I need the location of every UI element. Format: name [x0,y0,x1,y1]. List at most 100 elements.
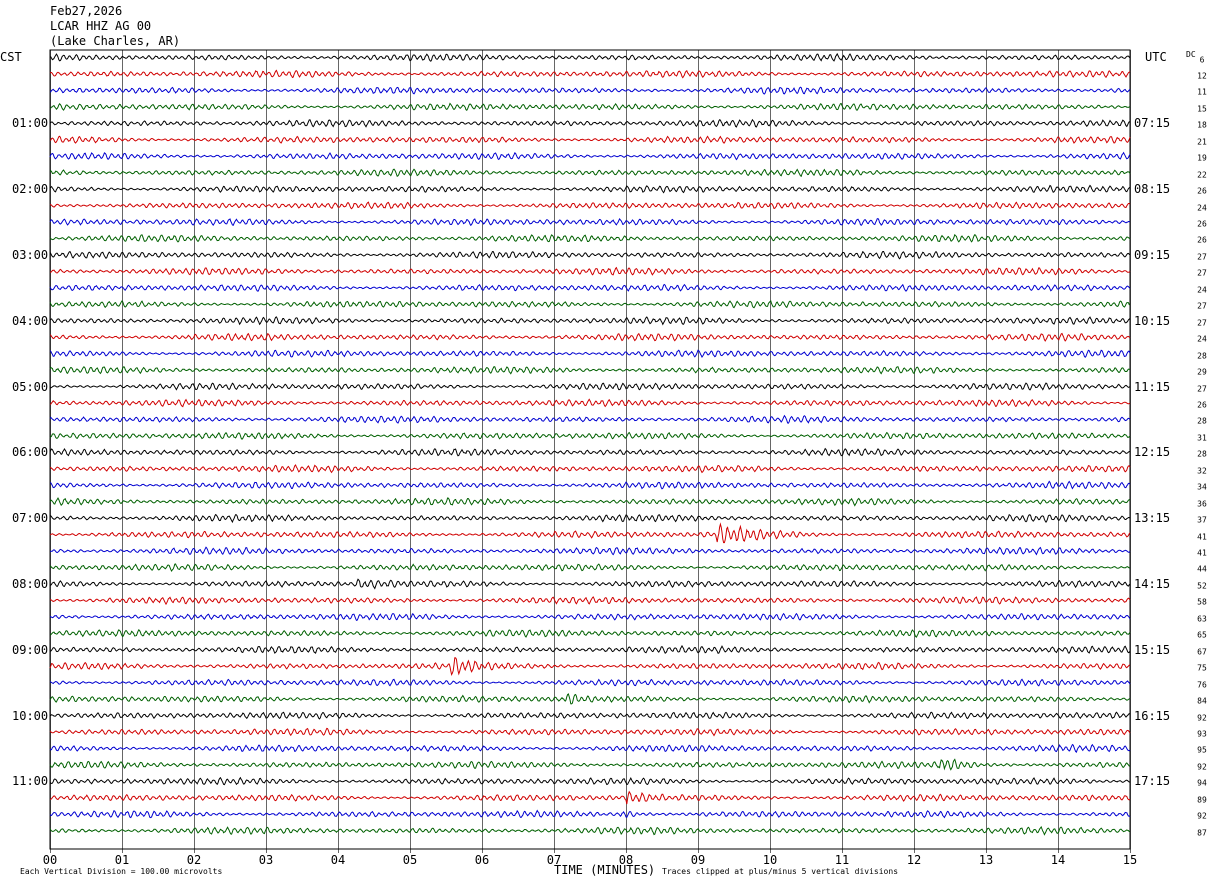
seismic-trace [49,283,1131,292]
seismic-trace [49,743,1131,753]
date-label: Feb27,2026 [50,4,123,18]
seismic-trace [49,578,1131,590]
cst-hour-label: 06:00 [12,445,49,460]
dc-column-title: DC [1186,50,1196,59]
x-tick-label: 04 [330,853,346,867]
seismic-trace [49,201,1131,210]
x-tick-label: 05 [402,853,418,867]
x-tick-label: 15 [1122,853,1138,867]
seismic-trace [49,135,1131,144]
seismic-trace [49,102,1131,112]
dc-value: 21 [1197,137,1207,147]
seismic-trace [49,758,1131,771]
dc-value: 28 [1197,449,1207,459]
utc-hour-label: 16:15 [1134,708,1171,723]
dc-value: 26 [1197,219,1207,229]
dc-value: 75 [1197,663,1207,673]
dc-value: 28 [1197,416,1207,426]
dc-value: 65 [1197,630,1207,640]
seismic-trace [49,657,1131,677]
seismic-trace [49,366,1131,375]
cst-hour-label: 10:00 [12,708,49,723]
utc-hour-label: 08:15 [1134,182,1171,197]
seismic-trace [49,431,1131,440]
utc-hour-label: 14:15 [1134,576,1171,591]
seismic-trace [49,316,1131,326]
utc-hour-label: 15:15 [1134,642,1171,657]
dc-value: 11 [1197,87,1207,97]
dc-value: 89 [1197,795,1207,805]
dc-value: 36 [1197,499,1207,509]
cst-hour-label: 11:00 [12,774,49,789]
dc-value: 27 [1197,252,1207,262]
cst-hour-label: 07:00 [12,511,49,526]
x-tick-label: 02 [186,853,202,867]
seismic-trace [49,809,1131,819]
x-axis-title: TIME (MINUTES) [554,863,656,877]
dc-value: 24 [1197,203,1207,213]
seismic-trace [49,184,1131,194]
dc-value: 58 [1197,597,1207,607]
dc-value: 27 [1197,301,1207,311]
dc-value: 6 [1199,55,1205,64]
utc-hour-label: 09:15 [1134,247,1171,262]
x-tick-label: 06 [474,853,490,867]
dc-value: 27 [1197,268,1207,278]
seismic-trace [49,69,1131,79]
seismic-trace [49,151,1131,161]
seismic-trace [49,513,1131,524]
station-label: LCAR HHZ AG 00 [50,19,152,33]
dc-value: 67 [1197,647,1207,657]
x-tick-label: 12 [906,853,922,867]
seismic-trace [49,563,1131,572]
x-tick-label: 08 [618,853,634,867]
dc-value: 27 [1197,318,1207,328]
dc-value: 12 [1197,71,1207,81]
seismic-trace [49,522,1131,544]
dc-value: 34 [1197,482,1207,492]
seismic-trace [49,414,1131,424]
dc-value: 27 [1197,384,1207,393]
dc-value: 24 [1197,334,1207,344]
utc-hour-label: 17:15 [1134,774,1171,789]
seismic-trace [49,332,1131,342]
seismic-trace [49,398,1131,408]
cst-hour-label: 08:00 [12,576,49,591]
seismic-trace [49,86,1131,95]
cst-hour-label: 05:00 [12,379,49,394]
seismic-trace [49,52,1131,62]
dc-value: 26 [1197,400,1207,410]
cst-hour-label: 04:00 [12,313,49,328]
seismic-trace [49,596,1131,606]
seismic-trace [49,711,1131,720]
utc-hour-label: 12:15 [1134,445,1171,460]
x-tick-label: 03 [258,853,274,867]
seismic-trace [49,250,1131,260]
seismic-trace [49,447,1131,457]
seismic-trace [49,217,1131,227]
x-tick-label: 11 [834,853,850,867]
dc-value: 32 [1197,466,1207,476]
dc-value: 76 [1197,680,1207,690]
seismic-trace [49,678,1131,687]
seismic-trace [49,118,1131,128]
x-tick-label: 13 [978,853,994,867]
x-tick-label: 09 [690,853,706,867]
cst-hour-label: 01:00 [12,116,49,131]
footnote-clipping: Traces clipped at plus/minus 5 vertical … [662,867,899,876]
dc-value: 41 [1197,532,1207,542]
cst-hour-label: 09:00 [12,642,49,657]
dc-value: 26 [1197,235,1207,245]
utc-hour-label: 11:15 [1134,379,1171,394]
seismic-trace [49,300,1131,309]
x-tick-label: 14 [1050,853,1066,867]
x-tick-label: 01 [114,853,130,867]
seismic-trace [49,168,1131,178]
utc-hour-label: 10:15 [1134,313,1171,328]
seismic-trace [49,776,1131,786]
dc-value: 95 [1197,745,1207,755]
dc-value: 37 [1197,515,1207,525]
utc-hour-label: 13:15 [1134,511,1171,526]
dc-value: 44 [1197,564,1207,574]
